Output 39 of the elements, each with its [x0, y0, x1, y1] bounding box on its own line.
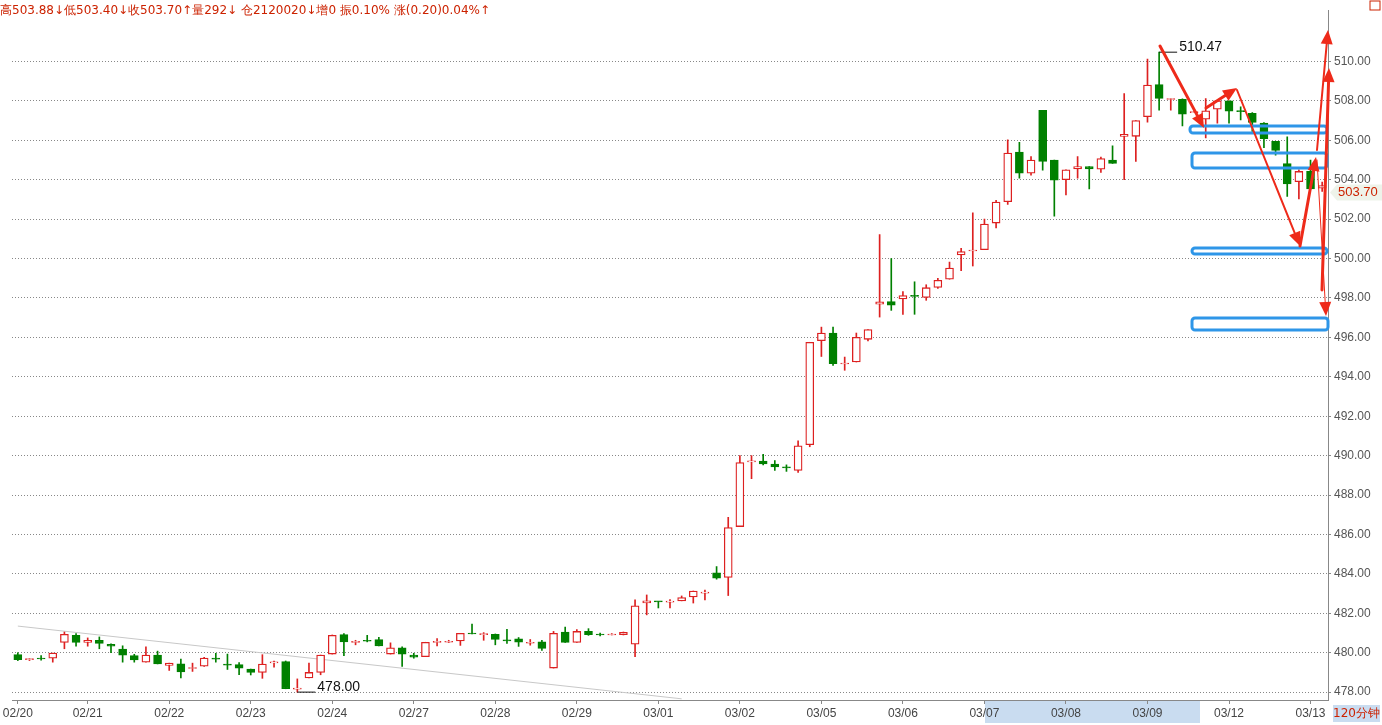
y-tick-label: 492.00 [1334, 408, 1372, 423]
x-tick-label: 02/24 [317, 705, 348, 720]
y-tick-label: 484.00 [1334, 566, 1372, 581]
text: 503.70 [1338, 184, 1378, 200]
x-tick-label: 03/09 [1132, 705, 1163, 720]
y-tick-label: 498.00 [1334, 290, 1372, 305]
x-tick-label: 03/08 [1050, 705, 1082, 720]
annotation: 高503.88↓低503.40↓收503.70↑量292↓ 仓2120020↓增0 振0.10% 涨(0.20)0.04%↑ [0, 2, 491, 19]
x-tick-label: 03/05 [806, 705, 837, 720]
annotation: 478.00 [317, 677, 361, 694]
x-tick-label: 02/23 [235, 705, 267, 720]
y-tick-label: 502.00 [1334, 211, 1372, 226]
x-tick-label: 03/02 [724, 705, 756, 720]
y-tick-label: 488.00 [1334, 487, 1372, 502]
y-tick-label: 508.00 [1334, 93, 1372, 108]
y-tick-label: 482.00 [1334, 605, 1372, 620]
x-tick-label: 03/13 [1295, 705, 1326, 720]
y-tick-label: 494.00 [1334, 369, 1372, 384]
y-tick-label: 504.00 [1334, 172, 1372, 187]
x-tick-label: 02/27 [398, 705, 430, 720]
x-tick-label: 03/07 [969, 705, 1000, 720]
x-tick-label: 03/12 [1213, 705, 1245, 720]
y-tick-label: 500.00 [1334, 250, 1372, 265]
x-tick-label: 02/20 [2, 705, 34, 720]
x-tick-label: 02/29 [561, 705, 593, 720]
x-tick-label: 02/22 [154, 705, 185, 720]
y-tick-label: 486.00 [1334, 526, 1372, 541]
y-tick-label: 480.00 [1334, 645, 1372, 660]
y-tick-label: 510.00 [1334, 53, 1372, 68]
x-tick-label: 02/21 [72, 705, 104, 720]
x-tick-label: 03/01 [643, 705, 674, 720]
y-tick-label: 490.00 [1334, 447, 1372, 462]
annotation: 510.47 [1179, 38, 1223, 55]
x-tick-label: 03/06 [887, 705, 919, 720]
x-tick-label: 02/28 [480, 705, 511, 720]
y-tick-label: 496.00 [1334, 329, 1372, 344]
y-tick-label: 506.00 [1334, 132, 1372, 147]
y-tick-label: 478.00 [1334, 684, 1372, 699]
text: 120分钟 [1333, 705, 1380, 722]
